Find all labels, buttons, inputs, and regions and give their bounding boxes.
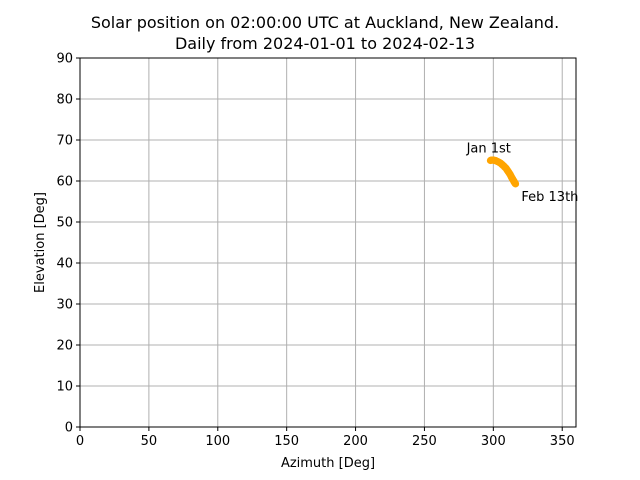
chart-title-line1: Solar position on 02:00:00 UTC at Auckla… [91,13,559,32]
x-tick-label: 0 [76,434,84,449]
annotation-layer: Jan 1st Feb 13th [466,142,579,206]
y-tick-label: 80 [56,93,73,108]
y-axis-label: Elevation [Deg] [33,192,48,293]
data-point [511,180,520,188]
x-tick-label: 200 [343,434,368,449]
x-tick-label: 300 [481,434,506,449]
plot-frame [79,57,577,428]
y-tick-label: 90 [56,52,73,67]
y-tick-label: 50 [56,216,73,231]
ticks-layer: 0 50 100 150 200 250 300 350 0 10 20 30 40 50 60 70 80 90 [56,52,574,450]
x-tick-label: 250 [412,434,437,449]
y-tick-label: 60 [56,175,73,190]
x-tick-label: 100 [205,434,230,449]
y-tick-label: 20 [56,339,73,354]
annotation-label: Jan 1st [466,142,511,157]
y-tick-label: 30 [56,298,73,313]
x-tick-label: 350 [550,434,575,449]
marks-layer [486,156,520,188]
annotation-label: Feb 13th [521,190,578,205]
y-tick-label: 10 [56,380,73,395]
x-tick-label: 150 [274,434,299,449]
x-axis-label: Azimuth [Deg] [281,456,375,471]
x-tick-label: 50 [141,434,158,449]
y-tick-label: 0 [65,421,73,436]
chart-title-line2: Daily from 2024-01-01 to 2024-02-13 [175,34,475,53]
grid-layer [79,57,576,428]
y-tick-label: 70 [56,134,73,149]
y-tick-label: 40 [56,257,73,272]
